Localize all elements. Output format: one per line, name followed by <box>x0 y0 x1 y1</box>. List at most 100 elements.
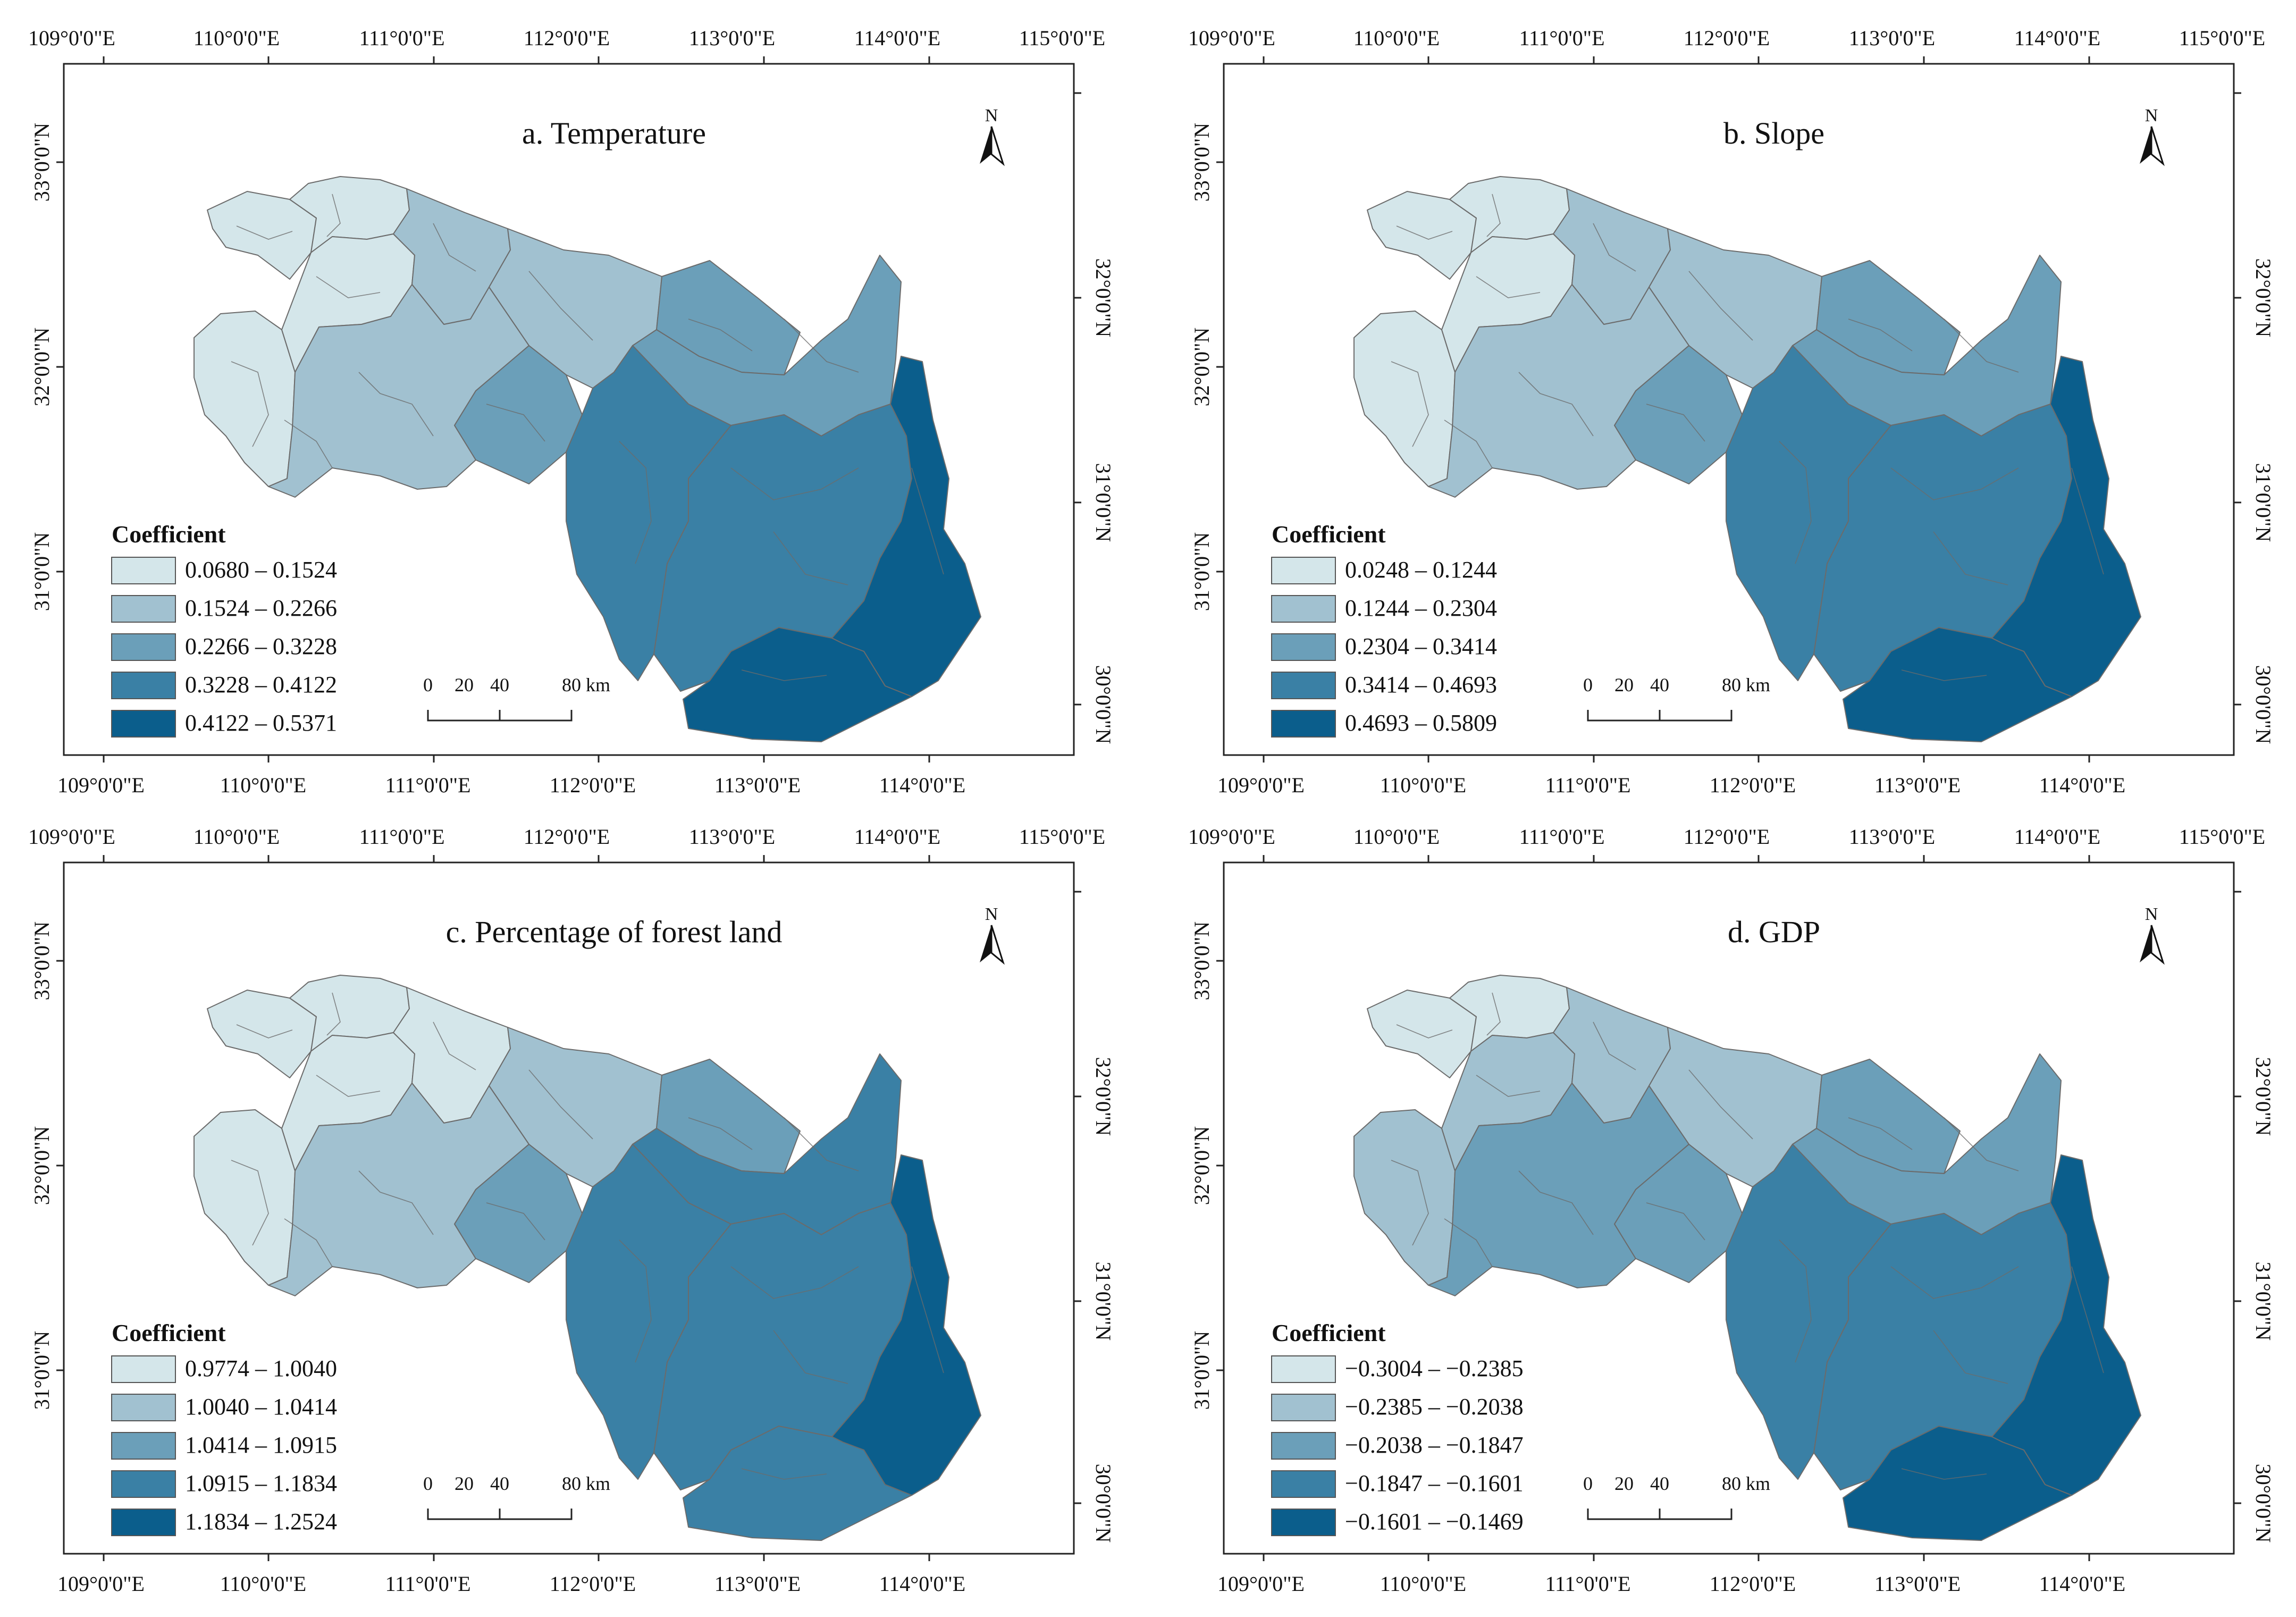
top-longitude-label: 112°0'0"E <box>1684 825 1770 849</box>
bottom-longitude-label: 112°0'0"E <box>550 773 636 797</box>
legend-label: 0.4693 – 0.5809 <box>1345 710 1497 736</box>
legend: Coefficient 0.0680 – 0.1524 0.1524 – 0.226… <box>111 521 337 738</box>
map-panel-2: 109°0'0"E 110°0'0"E 111°0'0"E 112°0'0"E 113°… <box>1188 26 2275 797</box>
top-longitude-label: 110°0'0"E <box>1353 26 1440 50</box>
bottom-longitude-label: 109°0'0"E <box>1217 773 1305 797</box>
legend-swatch <box>1271 1509 1336 1536</box>
right-latitude-label: 30°0'0"N <box>1091 665 1115 744</box>
county-boundary <box>1890 1266 2019 1299</box>
legend-label: 0.9774 – 1.0040 <box>185 1355 337 1381</box>
top-longitude-label: 112°0'0"E <box>1684 26 1770 50</box>
county-boundary <box>1444 420 1493 468</box>
scale-label: 40 <box>490 1473 509 1494</box>
legend-label: 1.1834 – 1.2524 <box>185 1509 337 1535</box>
county-boundary <box>2071 467 2104 575</box>
scale-label: 0 <box>1583 674 1593 696</box>
county-boundary <box>1933 531 2008 585</box>
bottom-longitude-label: 109°0'0"E <box>57 773 145 797</box>
county-boundary <box>1486 992 1501 1036</box>
legend-label: −0.1601 – −0.1469 <box>1345 1509 1524 1535</box>
top-longitude-label: 114°0'0"E <box>854 26 940 50</box>
bottom-longitude-label: 109°0'0"E <box>57 1572 145 1596</box>
county-boundary <box>1848 319 1913 351</box>
right-latitude-label: 31°0'0"N <box>2251 1262 2275 1340</box>
county-boundary <box>528 1069 593 1140</box>
left-latitude-label: 31°0'0"N <box>1190 1331 1214 1410</box>
top-longitude-label: 109°0'0"E <box>1188 26 1275 50</box>
county-boundary <box>2071 1266 2104 1373</box>
county-boundary <box>1890 467 2019 500</box>
legend-title: Coefficient <box>1272 521 1386 548</box>
north-arrow-icon: N <box>980 106 1005 166</box>
county-boundary <box>1593 223 1636 272</box>
left-latitude-label: 31°0'0"N <box>30 532 54 611</box>
county-boundary <box>1944 319 2019 373</box>
county-boundary <box>486 404 545 442</box>
scale-bar: 0 20 40 80 km <box>1583 1473 1770 1520</box>
legend-swatch <box>111 1432 176 1460</box>
county-boundary <box>773 531 848 585</box>
bottom-longitude-label: 110°0'0"E <box>1380 773 1466 797</box>
right-latitude-label: 31°0'0"N <box>1091 1262 1115 1340</box>
graticule-ticks <box>1216 855 2241 1561</box>
scale-label: 80 km <box>1722 674 1770 696</box>
county-boundary <box>433 223 476 272</box>
county-boundary <box>784 319 859 373</box>
county-boundary <box>358 372 434 437</box>
legend-swatch <box>1271 710 1336 738</box>
north-arrow-icon: N <box>2140 904 2165 965</box>
bottom-longitude-label: 114°0'0"E <box>2039 1572 2125 1596</box>
left-latitude-label: 32°0'0"N <box>30 328 54 406</box>
legend-swatch <box>1271 1394 1336 1421</box>
choropleth-regions <box>1353 176 2141 742</box>
top-longitude-label: 115°0'0"E <box>2179 825 2265 849</box>
county-boundary <box>1933 1330 2008 1384</box>
bottom-longitude-label: 110°0'0"E <box>220 773 306 797</box>
scale-label: 0 <box>423 1473 433 1494</box>
county-region-1 <box>1367 191 1477 280</box>
legend-label: 1.0040 – 1.0414 <box>185 1394 337 1420</box>
top-longitude-label: 113°0'0"E <box>1849 825 1935 849</box>
county-boundary <box>1396 1024 1453 1038</box>
panel-title: b. Slope <box>1723 116 1824 150</box>
right-latitude-label: 32°0'0"N <box>2251 1057 2275 1136</box>
north-arrow-right-half <box>2150 925 2165 965</box>
legend-label: 0.1524 – 0.2266 <box>185 595 337 621</box>
choropleth-regions <box>194 176 981 742</box>
top-longitude-label: 111°0'0"E <box>1519 26 1605 50</box>
county-boundary <box>1476 276 1541 298</box>
scale-bar: 0 20 40 80 km <box>1583 674 1770 722</box>
right-latitude-label: 30°0'0"N <box>1091 1464 1115 1543</box>
legend-swatch <box>111 1509 176 1536</box>
right-latitude-label: 32°0'0"N <box>2251 258 2275 337</box>
county-region-14 <box>1843 1426 2072 1541</box>
county-boundary <box>284 1218 333 1267</box>
top-longitude-label: 114°0'0"E <box>2014 26 2100 50</box>
bottom-longitude-label: 114°0'0"E <box>879 1572 965 1596</box>
county-region-7 <box>1428 1083 1689 1296</box>
bottom-longitude-label: 112°0'0"E <box>1710 1572 1796 1596</box>
county-boundary <box>231 361 269 447</box>
top-longitude-label: 113°0'0"E <box>689 26 775 50</box>
scale-bar-line <box>1587 710 1732 722</box>
graticule-ticks <box>1216 56 2241 763</box>
top-longitude-label: 113°0'0"E <box>689 825 775 849</box>
county-boundary <box>1646 1202 1705 1241</box>
legend-swatch <box>1271 595 1336 623</box>
scale-label: 40 <box>1650 674 1669 696</box>
top-longitude-label: 111°0'0"E <box>1519 825 1605 849</box>
legend-swatch <box>1271 557 1336 584</box>
bottom-longitude-label: 110°0'0"E <box>220 1572 306 1596</box>
scale-label: 40 <box>1650 1473 1669 1494</box>
north-arrow-left-half <box>2140 127 2151 164</box>
legend-label: 0.0680 – 0.1524 <box>185 557 337 583</box>
bottom-longitude-label: 111°0'0"E <box>1545 773 1631 797</box>
county-boundary <box>1688 1069 1753 1140</box>
map-frame: c. Percentage of forest land N Coefficient… <box>56 855 1081 1561</box>
scale-bar: 0 20 40 80 km <box>423 1473 610 1520</box>
scale-bar-line <box>427 710 573 722</box>
county-boundary <box>784 1117 859 1171</box>
map-panel-1: 109°0'0"E 110°0'0"E 111°0'0"E 112°0'0"E 113°… <box>28 26 1115 797</box>
top-longitude-label: 110°0'0"E <box>194 26 280 50</box>
left-latitude-label: 33°0'0"N <box>30 921 54 1000</box>
